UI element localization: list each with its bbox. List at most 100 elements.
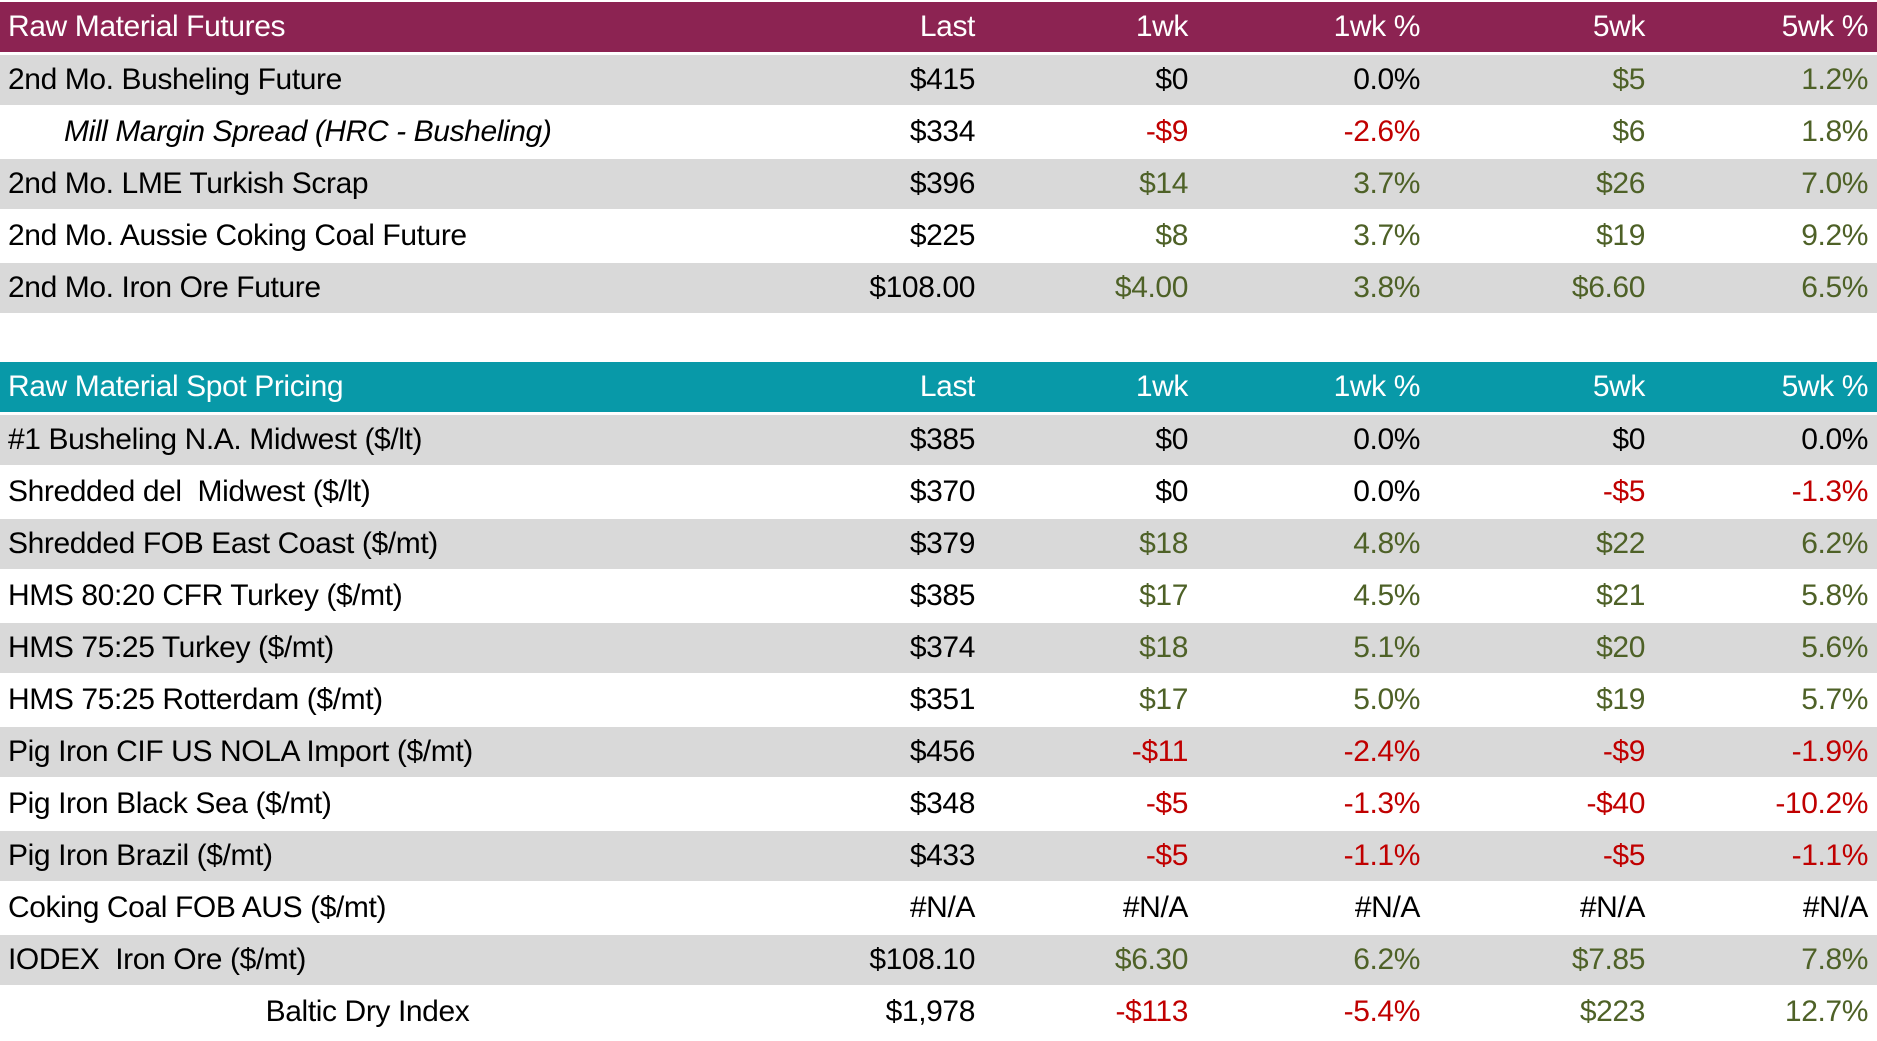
table-row: HMS 80:20 CFR Turkey ($/mt) $385 $17 4.5% $2… [0, 571, 1877, 623]
cell-last: $348 [909, 787, 976, 820]
cell-last: $370 [909, 475, 976, 508]
row-label: 2nd Mo. Busheling Future [8, 63, 342, 96]
column-header: Last [919, 10, 976, 43]
cell-1wk: $18 [1139, 631, 1188, 664]
cell-5wk: -$40 [1586, 787, 1646, 820]
row-label: #1 Busheling N.A. Midwest ($/lt) [8, 423, 423, 456]
cell-5wk: -$5 [1602, 475, 1646, 508]
cell-last: $456 [909, 735, 976, 768]
cell-1wk: $0 [1155, 475, 1188, 508]
column-header: 1wk [1135, 10, 1189, 43]
cell-5wk: $6 [1612, 115, 1645, 148]
column-header: 5wk [1592, 10, 1646, 43]
row-label: Coking Coal FOB AUS ($/mt) [8, 891, 387, 924]
cell-1wk: -$113 [1115, 995, 1188, 1028]
cell-last: $396 [909, 167, 976, 200]
row-label: Mill Margin Spread (HRC - Busheling) [64, 115, 552, 148]
cell-5wk-pct: 5.8% [1801, 579, 1868, 612]
cell-5wk-pct: #N/A [1802, 891, 1869, 924]
spot-pricing-table: Raw Material Spot Pricing Last 1wk 1wk % 5w… [0, 362, 1877, 1039]
table-row: #1 Busheling N.A. Midwest ($/lt) $385 $0 0.… [0, 415, 1877, 467]
cell-last: $379 [909, 527, 976, 560]
cell-5wk-pct: 9.2% [1801, 219, 1868, 252]
cell-5wk-pct: 5.7% [1801, 683, 1868, 716]
cell-1wk-pct: 0.0% [1353, 423, 1420, 456]
cell-5wk-pct: 5.6% [1801, 631, 1868, 664]
row-label: Pig Iron CIF US NOLA Import ($/mt) [8, 735, 473, 768]
cell-last: $1,978 [885, 995, 976, 1028]
cell-1wk-pct: 6.2% [1353, 943, 1420, 976]
cell-1wk-pct: -5.4% [1343, 995, 1421, 1028]
row-label: HMS 80:20 CFR Turkey ($/mt) [8, 579, 403, 612]
row-label: Shredded FOB East Coast ($/mt) [8, 527, 438, 560]
cell-1wk: $0 [1155, 63, 1188, 96]
cell-last: $374 [909, 631, 976, 664]
cell-1wk-pct: 3.7% [1353, 219, 1420, 252]
column-header: 1wk % [1333, 370, 1421, 403]
cell-last: $415 [909, 63, 976, 96]
cell-5wk: -$9 [1602, 735, 1646, 768]
table-row: Shredded FOB East Coast ($/mt) $379 $18 4.8… [0, 519, 1877, 571]
cell-last: $351 [909, 683, 976, 716]
cell-last: $433 [909, 839, 976, 872]
cell-5wk-pct: 0.0% [1801, 423, 1868, 456]
cell-last: $108.00 [869, 271, 975, 304]
cell-5wk: $20 [1596, 631, 1645, 664]
cell-1wk: $6.30 [1114, 943, 1188, 976]
cell-5wk: #N/A [1579, 891, 1646, 924]
cell-1wk-pct: 5.1% [1353, 631, 1420, 664]
cell-5wk-pct: -10.2% [1775, 787, 1868, 820]
table-row: HMS 75:25 Rotterdam ($/mt) $351 $17 5.0% $19… [0, 675, 1877, 727]
cell-5wk: $223 [1579, 995, 1646, 1028]
row-label: HMS 75:25 Turkey ($/mt) [8, 631, 334, 664]
cell-5wk-pct: -1.9% [1791, 735, 1869, 768]
table-row: Mill Margin Spread (HRC - Busheling) $334… [0, 107, 1877, 159]
table-row: Coking Coal FOB AUS ($/mt) #N/A #N/A #N/A #N… [0, 883, 1877, 935]
column-header: 5wk [1592, 370, 1646, 403]
column-header: 1wk % [1333, 10, 1421, 43]
cell-1wk: $0 [1155, 423, 1188, 456]
cell-last: $385 [909, 579, 976, 612]
cell-5wk: $26 [1596, 167, 1645, 200]
cell-5wk: $0 [1612, 423, 1645, 456]
table-row: Baltic Dry Index $1,978 -$113 -5.4% $223 12.7… [0, 987, 1877, 1039]
cell-1wk-pct: 3.8% [1353, 271, 1420, 304]
row-label: 2nd Mo. Aussie Coking Coal Future [8, 219, 467, 252]
cell-5wk: $7.85 [1571, 943, 1645, 976]
cell-5wk: $5 [1612, 63, 1645, 96]
spot-table-title: Raw Material Spot Pricing [8, 370, 344, 403]
cell-1wk: -$5 [1145, 839, 1189, 872]
table-row: 2nd Mo. LME Turkish Scrap $396 $14 3.7% $26 7… [0, 159, 1877, 211]
tables-gap [0, 315, 1877, 362]
row-label: Pig Iron Brazil ($/mt) [8, 839, 273, 872]
column-header: 1wk [1135, 370, 1189, 403]
cell-5wk-pct: 1.2% [1801, 63, 1868, 96]
futures-table-title: Raw Material Futures [8, 10, 286, 43]
column-header: Last [919, 370, 976, 403]
cell-5wk: $21 [1596, 579, 1645, 612]
cell-1wk-pct: 4.5% [1353, 579, 1420, 612]
cell-5wk-pct: -1.3% [1791, 475, 1869, 508]
cell-1wk: $14 [1139, 167, 1188, 200]
table-row: 2nd Mo. Busheling Future $415 $0 0.0% $5 1.2% [0, 55, 1877, 107]
cell-last: $385 [909, 423, 976, 456]
table-row: Shredded del Midwest ($/lt) $370 $0 0.0% -$5… [0, 467, 1877, 519]
table-row: Pig Iron CIF US NOLA Import ($/mt) $456 -$… [0, 727, 1877, 779]
cell-5wk-pct: 6.2% [1801, 527, 1868, 560]
row-label: IODEX Iron Ore ($/mt) [8, 943, 306, 976]
cell-1wk: $4.00 [1114, 271, 1188, 304]
table-row: HMS 75:25 Turkey ($/mt) $374 $18 5.1% $20 5.6… [0, 623, 1877, 675]
table-row: Pig Iron Brazil ($/mt) $433 -$5 -1.1% -$5 -1.… [0, 831, 1877, 883]
cell-1wk-pct: -2.4% [1343, 735, 1421, 768]
cell-5wk-pct: 6.5% [1801, 271, 1868, 304]
row-label: Baltic Dry Index [265, 995, 470, 1028]
cell-1wk: -$11 [1131, 735, 1189, 768]
cell-5wk-pct: 7.0% [1801, 167, 1868, 200]
cell-5wk-pct: -1.1% [1791, 839, 1869, 872]
cell-1wk-pct: 0.0% [1353, 475, 1420, 508]
cell-last: $108.10 [869, 943, 975, 976]
cell-5wk: $19 [1596, 219, 1645, 252]
cell-5wk-pct: 1.8% [1801, 115, 1868, 148]
column-header: 5wk % [1781, 10, 1869, 43]
